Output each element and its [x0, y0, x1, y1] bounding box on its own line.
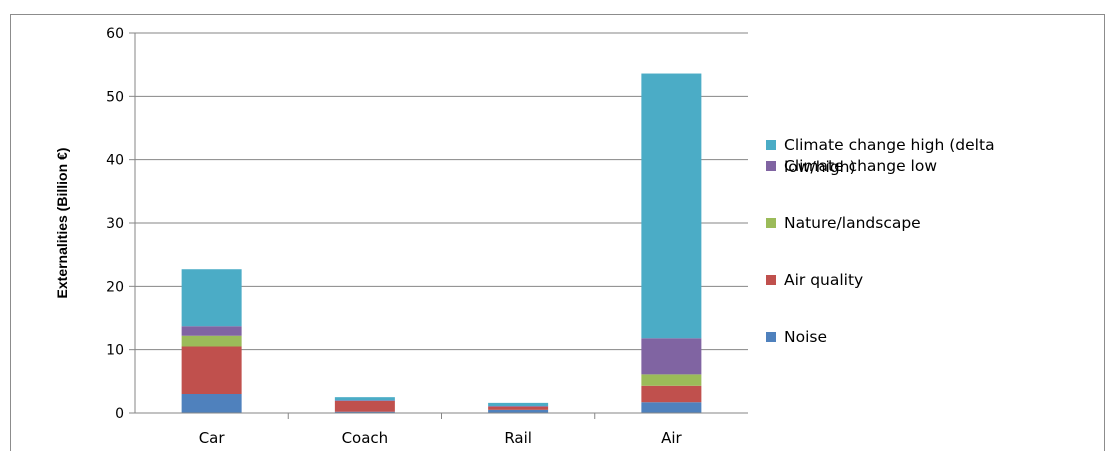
legend-label: Nature/landscape: [784, 214, 921, 232]
bar-segment-car-2: [181, 335, 242, 347]
bars: [181, 73, 702, 413]
x-category-label: Car: [199, 429, 226, 447]
bar-segment-car-4: [181, 269, 242, 327]
bar-segment-rail-1: [488, 406, 549, 410]
bar-segment-car-0: [181, 394, 242, 413]
x-category-label: Air: [661, 429, 682, 447]
x-category-label: Coach: [342, 429, 389, 447]
legend-swatch: [766, 161, 776, 171]
y-axis-ticks: 0 10 20 30 40 50 60: [106, 26, 135, 422]
legend-swatch: [766, 275, 776, 285]
bar-segment-air-0: [641, 402, 702, 413]
bar-segment-car-1: [181, 346, 242, 394]
y-tick-label: 20: [106, 279, 124, 295]
legend-label: Climate change low: [784, 157, 937, 175]
legend-label: Climate change high (delta: [784, 136, 995, 154]
legend-label: Noise: [784, 328, 827, 346]
x-category-label: Rail: [504, 429, 532, 447]
bar-segment-air-3: [641, 338, 702, 375]
y-tick-label: 0: [115, 406, 124, 422]
legend-label: low/high): [784, 158, 856, 176]
y-tick-label: 40: [106, 153, 124, 169]
bar-segment-car-3: [181, 326, 242, 336]
bar-segment-rail-3: [488, 406, 549, 407]
bar-segment-coach-1: [334, 400, 395, 412]
y-tick-label: 50: [106, 89, 124, 105]
bar-segment-coach-4: [334, 397, 395, 401]
x-axis-categories: Car Coach Rail Air: [199, 413, 682, 447]
legend: Climate change high (delta low/high)Clima…: [766, 136, 995, 346]
bar-segment-air-2: [641, 374, 702, 386]
bar-segment-rail-0: [488, 409, 549, 413]
y-tick-label: 60: [106, 26, 124, 42]
legend-swatch: [766, 218, 776, 228]
y-tick-label: 30: [106, 216, 124, 232]
legend-label: Air quality: [784, 271, 863, 289]
bar-segment-rail-4: [488, 402, 549, 407]
legend-swatch: [766, 140, 776, 150]
bar-segment-air-1: [641, 385, 702, 403]
bar-segment-coach-0: [334, 411, 395, 413]
bar-segment-coach-3: [334, 400, 395, 401]
chart-frame: [10, 14, 1105, 451]
y-tick-label: 10: [106, 343, 124, 359]
legend-swatch: [766, 332, 776, 342]
bar-segment-air-4: [641, 73, 702, 339]
y-axis-label: Externalities (Billion €): [54, 148, 70, 299]
